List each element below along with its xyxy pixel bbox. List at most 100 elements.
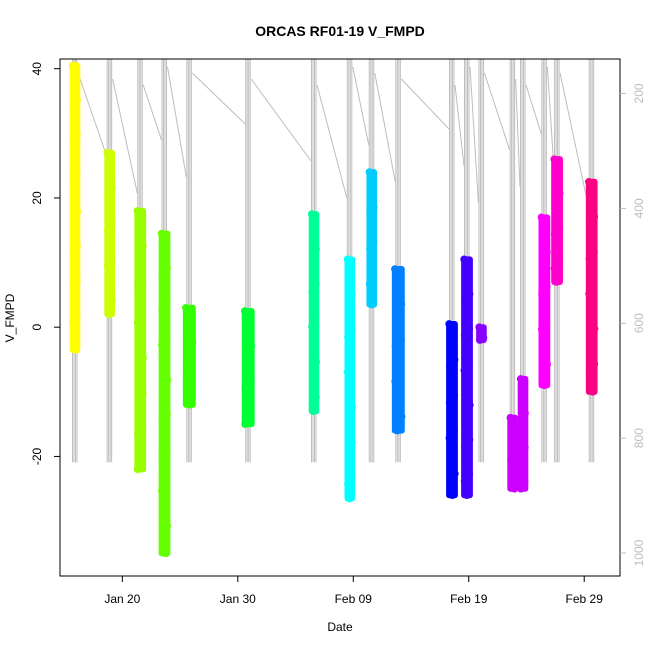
- data-point: [462, 304, 470, 312]
- data-point: [397, 412, 406, 421]
- data-point: [104, 233, 113, 241]
- data-point: [137, 416, 146, 425]
- data-point: [162, 403, 170, 412]
- altitude-trace-connector: [250, 78, 312, 162]
- data-point: [71, 304, 80, 313]
- data-point: [394, 356, 402, 365]
- series-rf11: [445, 320, 459, 500]
- data-point: [590, 360, 599, 368]
- data-point: [369, 196, 377, 204]
- data-point: [464, 352, 472, 361]
- data-point: [163, 264, 171, 273]
- data-point: [462, 380, 471, 389]
- data-point: [157, 486, 166, 495]
- data-point: [72, 89, 81, 98]
- data-point: [160, 466, 169, 474]
- data-point: [308, 217, 317, 225]
- data-point: [588, 346, 596, 354]
- data-point: [394, 286, 403, 294]
- data-point: [449, 348, 458, 357]
- data-point: [585, 219, 594, 228]
- data-point: [585, 177, 593, 186]
- data-point: [588, 276, 597, 284]
- data-point: [508, 428, 516, 436]
- data-point: [365, 168, 374, 176]
- data-point: [345, 304, 353, 313]
- data-point: [586, 226, 595, 235]
- series-rf06: [240, 307, 256, 428]
- data-point: [133, 318, 142, 327]
- data-point: [344, 445, 352, 454]
- data-point: [160, 285, 169, 293]
- data-point: [310, 266, 318, 275]
- data-point: [447, 334, 456, 343]
- data-point: [555, 257, 563, 266]
- data-point: [138, 346, 146, 355]
- data-point: [158, 306, 166, 314]
- data-point: [138, 423, 147, 432]
- data-point: [159, 313, 168, 321]
- data-point: [134, 395, 142, 404]
- data-point: [183, 387, 192, 395]
- data-point: [161, 361, 169, 370]
- data-point: [136, 374, 145, 383]
- data-point: [69, 318, 77, 326]
- data-point: [69, 68, 78, 77]
- data-point: [241, 420, 249, 428]
- data-point: [509, 435, 517, 443]
- data-point: [517, 484, 525, 493]
- data-point: [589, 240, 597, 249]
- data-point: [539, 297, 547, 306]
- data-point: [158, 452, 166, 460]
- data-point: [311, 351, 320, 359]
- data-point: [104, 155, 113, 164]
- data-point: [104, 268, 113, 276]
- data-point: [186, 324, 194, 333]
- data-point: [450, 391, 459, 400]
- data-point: [507, 420, 515, 429]
- series-rf12: [460, 255, 474, 500]
- data-point: [72, 235, 80, 243]
- data-point: [162, 257, 170, 266]
- data-point: [72, 124, 80, 132]
- data-point: [162, 549, 170, 558]
- data-point: [137, 381, 146, 390]
- data-point: [134, 325, 143, 334]
- data-point: [366, 251, 375, 260]
- series-rf14: [506, 413, 519, 493]
- data-point: [346, 318, 355, 327]
- data-point: [159, 389, 168, 398]
- data-point: [345, 452, 353, 461]
- data-point: [447, 484, 456, 492]
- data-point: [68, 61, 77, 70]
- data-point: [346, 311, 354, 320]
- data-point: [71, 339, 80, 347]
- data-point: [159, 424, 168, 433]
- data-point: [461, 408, 469, 416]
- data-point: [392, 349, 401, 358]
- data-point: [309, 372, 318, 380]
- data-point: [182, 380, 191, 388]
- data-point: [347, 431, 355, 439]
- data-point: [160, 354, 168, 363]
- data-point: [159, 459, 167, 467]
- data-point: [370, 203, 378, 211]
- data-point: [446, 441, 455, 450]
- data-point: [448, 455, 457, 464]
- series-group: [68, 61, 599, 558]
- data-point: [447, 370, 455, 378]
- data-point: [392, 272, 400, 280]
- y-axis-label: V_FMPD: [3, 293, 17, 342]
- data-point: [397, 335, 405, 344]
- data-point: [104, 303, 112, 312]
- data-point: [585, 290, 593, 298]
- data-point: [394, 321, 403, 330]
- data-point: [461, 484, 470, 493]
- data-point: [242, 392, 251, 400]
- data-point: [446, 362, 454, 371]
- data-point: [464, 428, 473, 437]
- data-point: [134, 214, 143, 222]
- data-point: [462, 415, 471, 423]
- data-point: [247, 342, 256, 351]
- data-point: [72, 346, 81, 354]
